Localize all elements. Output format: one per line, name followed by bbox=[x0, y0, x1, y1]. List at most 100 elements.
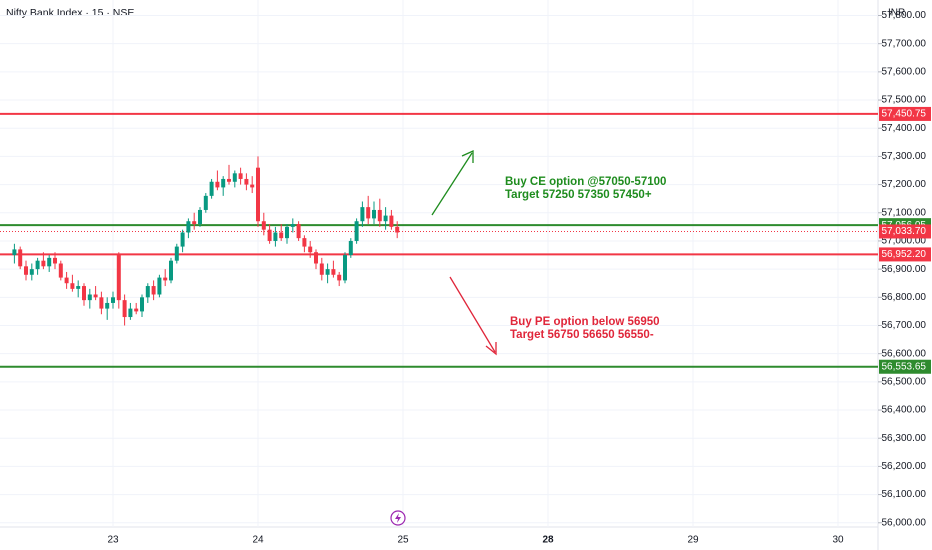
candle-body bbox=[232, 173, 237, 182]
candle-body bbox=[203, 195, 208, 210]
candle-body bbox=[377, 209, 382, 222]
y-tick-label: 57,800.00 bbox=[882, 10, 927, 21]
candle-body bbox=[372, 209, 376, 219]
candle-body bbox=[221, 178, 226, 188]
level-label: 57,450.75 bbox=[882, 109, 927, 120]
y-tick-label: 56,800.00 bbox=[882, 292, 927, 303]
candle-body bbox=[105, 302, 110, 309]
annotation: Target 56750 56650 56550- bbox=[510, 329, 654, 341]
candle-body bbox=[267, 229, 272, 241]
candle-body bbox=[337, 274, 342, 281]
chart-title: Nifty Bank Index · 15 · NSE bbox=[6, 7, 134, 19]
candle-body bbox=[285, 226, 289, 239]
candle-body bbox=[169, 260, 173, 281]
candle-body bbox=[244, 178, 249, 185]
candle-body bbox=[93, 294, 98, 298]
candle-body bbox=[174, 246, 179, 261]
candle-body bbox=[261, 221, 266, 230]
candle-body bbox=[87, 294, 92, 301]
last-price-bg bbox=[879, 224, 931, 239]
candle-body bbox=[24, 266, 28, 275]
replay-icon[interactable] bbox=[390, 510, 406, 526]
candle-body bbox=[58, 263, 63, 278]
annotation: Buy CE option @57050-57100 bbox=[505, 176, 666, 188]
candle-body bbox=[366, 207, 371, 219]
y-tick-label: 56,700.00 bbox=[882, 320, 927, 331]
candle-body bbox=[29, 269, 34, 275]
y-tick-label: 56,500.00 bbox=[882, 377, 927, 388]
y-tick-label: 57,000.00 bbox=[882, 236, 927, 247]
candle-body bbox=[198, 209, 202, 225]
candle-body bbox=[389, 215, 394, 227]
candle-body bbox=[192, 221, 197, 225]
candle-body bbox=[122, 300, 127, 318]
candle-body bbox=[383, 215, 388, 222]
x-tick-label: 24 bbox=[252, 535, 264, 546]
candle-body bbox=[348, 240, 353, 256]
y-tick-label: 57,300.00 bbox=[882, 151, 927, 162]
candle-body bbox=[35, 260, 40, 270]
candle-body bbox=[157, 277, 162, 295]
level-label-bg bbox=[879, 106, 931, 121]
currency: INR bbox=[888, 8, 905, 19]
annotation: Target 57250 57350 57450+ bbox=[505, 189, 652, 201]
arrows bbox=[431, 149, 497, 356]
candle-body bbox=[314, 252, 318, 264]
candle-body bbox=[360, 207, 365, 222]
candle-body bbox=[76, 286, 81, 289]
candle-body bbox=[41, 260, 46, 267]
candle-body bbox=[354, 221, 359, 241]
level-label-bg bbox=[879, 247, 931, 262]
y-tick-label: 57,400.00 bbox=[882, 123, 927, 134]
y-tick-label: 56,000.00 bbox=[882, 517, 927, 528]
candle-body bbox=[18, 249, 23, 267]
candle-body bbox=[325, 269, 330, 275]
candle-body bbox=[134, 308, 139, 312]
candle-body bbox=[256, 167, 260, 222]
candle-body bbox=[209, 181, 214, 196]
candle-body bbox=[302, 238, 307, 247]
candle-body bbox=[111, 297, 115, 303]
candle-body bbox=[395, 226, 400, 233]
y-tick-label: 57,500.00 bbox=[882, 95, 927, 106]
x-tick-label: 23 bbox=[107, 535, 119, 546]
candle-body bbox=[180, 232, 185, 247]
candle-body bbox=[238, 173, 243, 179]
y-tick-label: 56,200.00 bbox=[882, 461, 927, 472]
last-price-label: 57,033.70 bbox=[882, 226, 927, 237]
candle-body bbox=[64, 277, 69, 284]
candle-body bbox=[163, 277, 168, 281]
candle-body bbox=[82, 286, 86, 301]
candle-body bbox=[145, 286, 150, 298]
x-tick-label: 28 bbox=[542, 535, 554, 546]
candle-body bbox=[250, 184, 255, 188]
candle-body bbox=[186, 221, 191, 233]
candle-body bbox=[331, 269, 336, 275]
candle-body bbox=[343, 255, 347, 281]
candle-body bbox=[227, 178, 231, 182]
y-tick-label: 57,100.00 bbox=[882, 207, 927, 218]
candle-body bbox=[319, 263, 324, 275]
candle-body bbox=[215, 181, 220, 188]
candle-body bbox=[290, 224, 295, 227]
candle-body bbox=[273, 232, 278, 241]
candle-body bbox=[47, 257, 52, 267]
level-label: 56,952.20 bbox=[882, 249, 927, 260]
candle-body bbox=[70, 283, 75, 289]
x-tick-label: 30 bbox=[832, 535, 844, 546]
y-tick-label: 56,400.00 bbox=[882, 405, 927, 416]
candle-body bbox=[296, 224, 301, 239]
annotation: Buy PE option below 56950 bbox=[510, 316, 660, 328]
y-tick-label: 57,200.00 bbox=[882, 179, 927, 190]
candle-body bbox=[116, 255, 121, 301]
level-label-bg bbox=[879, 359, 931, 374]
candle-body bbox=[140, 297, 144, 312]
x-tick-label: 25 bbox=[397, 535, 409, 546]
candle-body bbox=[53, 257, 57, 264]
y-tick-label: 57,700.00 bbox=[882, 38, 927, 49]
candle-body bbox=[12, 249, 17, 256]
x-tick-label: 29 bbox=[687, 535, 699, 546]
candle-body bbox=[128, 308, 133, 318]
